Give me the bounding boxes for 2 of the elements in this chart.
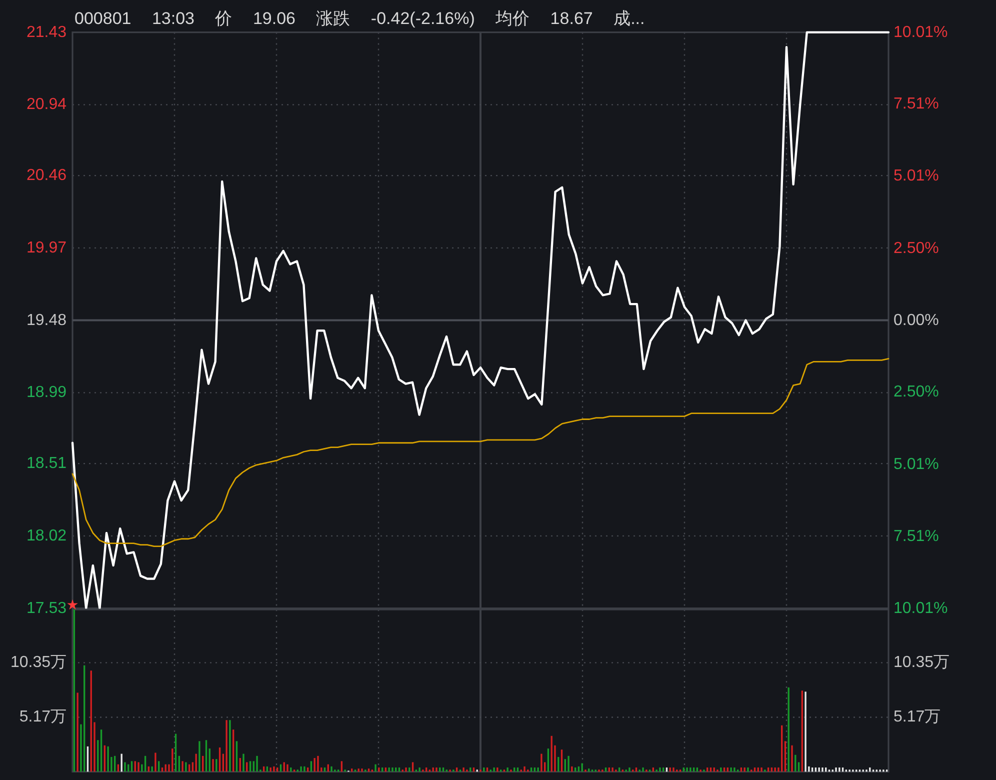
title: 000801 13:03 价 19.06 涨跌 -0.42(-2.16%) 均价 18.67 成... <box>74 8 645 28</box>
annotation: ★ <box>66 596 79 612</box>
